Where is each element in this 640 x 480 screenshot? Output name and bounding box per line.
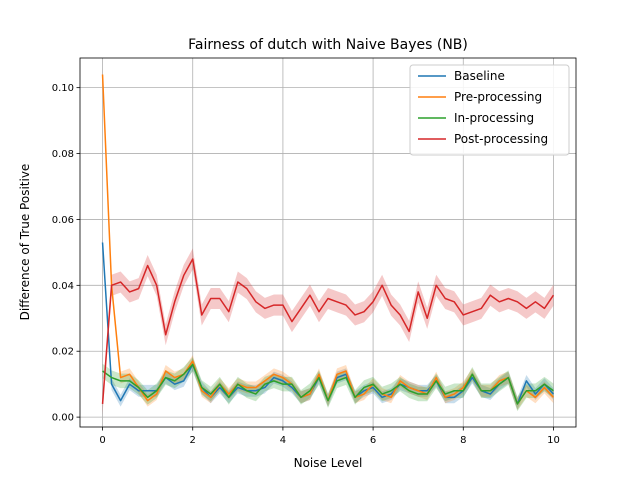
y-tick-label: 0.04 xyxy=(52,281,74,292)
series-line-3 xyxy=(101,258,555,404)
x-tick-label: 2 xyxy=(190,435,196,446)
x-tick-label: 10 xyxy=(547,435,560,446)
y-tick-label: 0.06 xyxy=(52,215,74,226)
y-axis-label: Difference of True Positive xyxy=(18,164,32,321)
y-tick-label: 0.10 xyxy=(52,83,74,94)
legend-label: Post-processing xyxy=(454,132,548,146)
legend: Baseline Pre-processing In-processing Post-… xyxy=(409,64,570,156)
x-tick-label: 4 xyxy=(280,435,286,446)
x-axis-ticks: 0 2 4 6 8 10 xyxy=(99,427,560,446)
legend-frame xyxy=(409,64,570,156)
legend-label: In-processing xyxy=(454,111,534,125)
legend-label: Baseline xyxy=(454,69,505,83)
y-axis-ticks: 0.00 0.02 0.04 0.06 0.08 0.10 xyxy=(52,83,80,424)
legend-label: Pre-processing xyxy=(454,90,542,104)
x-axis-label: Noise Level xyxy=(294,456,363,470)
chart-title: Fairness of dutch with Naive Bayes (NB) xyxy=(188,37,468,53)
x-tick-label: 6 xyxy=(370,435,376,446)
y-tick-label: 0.08 xyxy=(52,149,74,160)
y-tick-label: 0.02 xyxy=(52,347,74,358)
series-lines xyxy=(101,74,555,405)
band-0 xyxy=(102,236,554,410)
band-3 xyxy=(102,248,554,415)
y-tick-label: 0.00 xyxy=(52,413,74,424)
x-tick-label: 0 xyxy=(99,435,105,446)
axes-frame xyxy=(79,57,577,428)
x-tick-label: 8 xyxy=(460,435,466,446)
series-line-2 xyxy=(102,363,554,405)
band-1 xyxy=(102,68,554,410)
